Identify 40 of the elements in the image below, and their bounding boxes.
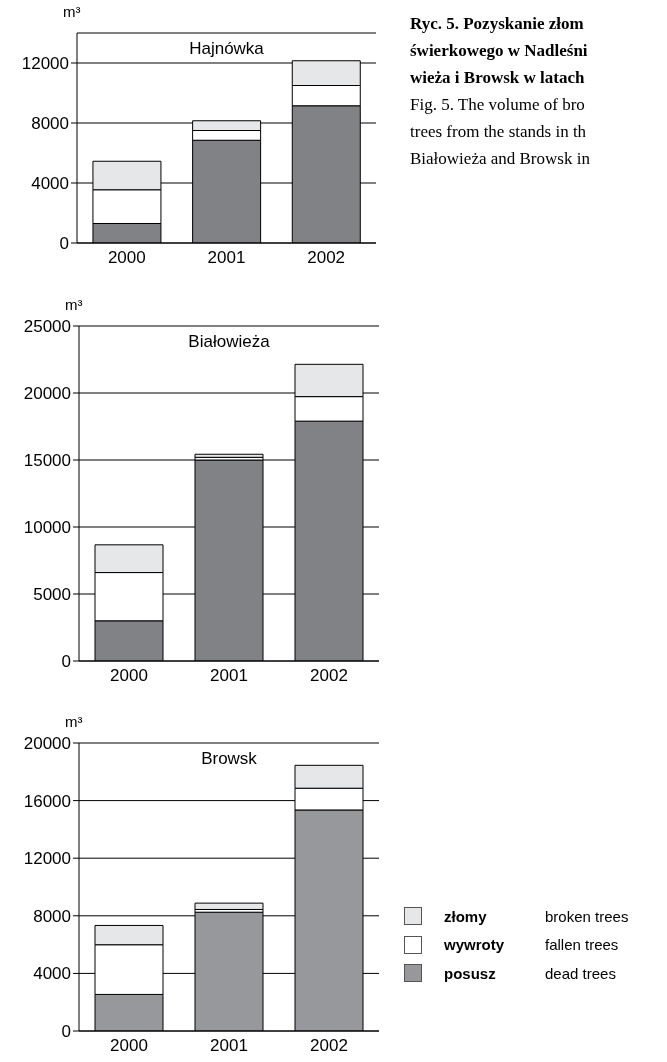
legend-label: posusz — [444, 964, 497, 982]
x-tick-label: 2000 — [110, 1036, 148, 1056]
x-tick-label: 2000 — [107, 248, 146, 268]
x-tick-label: 2001 — [210, 666, 248, 686]
chart-title: Białowieża — [187, 332, 271, 352]
y-axis-title: m³ — [65, 296, 83, 313]
text: wywroty — [444, 936, 505, 954]
x-tick-label: 2002 — [307, 248, 346, 268]
x-tick-label: 2002 — [310, 666, 348, 686]
chart-title: Browsk — [200, 749, 258, 769]
y-tick-label: 0 — [61, 1022, 71, 1042]
y-tick-label: 0 — [61, 652, 71, 672]
y-tick-label: 8000 — [31, 114, 69, 134]
y-tick-label: 25000 — [23, 317, 71, 337]
chart-title: Hajnówka — [188, 39, 265, 59]
y-tick-label: 16000 — [23, 791, 71, 811]
y-tick-label: 4000 — [31, 174, 69, 194]
y-tick-label: 12000 — [21, 54, 69, 74]
text: Ryc. 5. Pozyskanie złom świerkowego w Nadleśni wieża i Browsk w latach — [410, 13, 589, 89]
x-tick-label: 2002 — [310, 1036, 348, 1056]
y-tick-label: 12000 — [23, 849, 71, 869]
text: dead trees — [545, 964, 616, 982]
y-axis-title: m³ — [63, 3, 81, 20]
legend-label: złomy — [444, 907, 488, 925]
text: fallen trees — [545, 936, 619, 954]
bar — [194, 902, 264, 910]
text: broken trees — [545, 907, 629, 925]
y-tick-label: 5000 — [33, 585, 71, 605]
y-tick-label: 10000 — [23, 518, 71, 538]
x-tick-label: 2001 — [210, 1036, 248, 1056]
caption: Fig. 5. The volume of bro trees from the stands in th Białowieża and Browsk in — [410, 94, 590, 170]
x-tick-label: 2000 — [110, 666, 148, 686]
y-tick-label: 4000 — [33, 964, 71, 984]
y-tick-label: 0 — [59, 234, 69, 254]
y-tick-label: 20000 — [23, 384, 71, 404]
y-tick-label: 15000 — [23, 451, 71, 471]
y-tick-label: 8000 — [33, 906, 71, 926]
y-tick-label: 20000 — [23, 734, 71, 754]
x-tick-label: 2001 — [207, 248, 246, 268]
y-axis-title: m³ — [65, 713, 83, 730]
